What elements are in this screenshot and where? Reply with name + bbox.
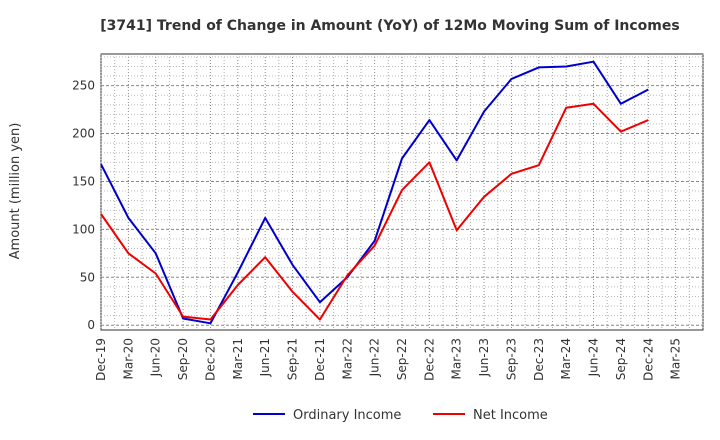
x-tick-label: Sep-24 [614, 338, 628, 380]
series-line-ordinary-income [100, 60, 649, 325]
y-tick-label: 250 [72, 79, 95, 93]
x-tick-label: Jun-22 [368, 338, 382, 377]
x-tick-label: Dec-24 [641, 338, 655, 381]
x-tick-label: Jun-21 [258, 338, 272, 377]
x-tick-label: Dec-23 [532, 338, 546, 381]
y-tick-label: 200 [72, 127, 95, 141]
legend-label: Net Income [473, 408, 548, 423]
legend-label: Ordinary Income [293, 408, 401, 423]
x-tick-label: Dec-19 [94, 338, 108, 381]
y-tick-label: 100 [72, 222, 95, 236]
x-tick-label: Jun-23 [477, 338, 491, 377]
x-tick-label: Dec-20 [203, 338, 217, 381]
x-tick-label: Sep-22 [395, 338, 409, 380]
x-tick-label: Jun-24 [587, 338, 601, 377]
x-tick-label: Mar-21 [231, 338, 245, 379]
x-tick-label: Mar-22 [340, 338, 354, 379]
x-tick-label: Mar-20 [121, 338, 135, 379]
x-tick-label: Sep-21 [286, 338, 300, 380]
plot-area: 0 50 100 150 200 250 Dec-19 Mar-20 Jun-20 Sep-20 D… [72, 53, 704, 381]
x-tick-label: Dec-21 [313, 338, 327, 381]
legend: Ordinary Income Net Income [253, 408, 548, 423]
x-tick-label: Mar-25 [669, 338, 683, 379]
x-tick-label: Mar-24 [559, 338, 573, 379]
series-line-net-income [100, 102, 649, 321]
x-tick-label: Mar-23 [450, 338, 464, 379]
x-tick-label: Sep-20 [176, 338, 190, 380]
x-tick-label: Dec-22 [422, 338, 436, 381]
x-tick-label: Jun-20 [149, 338, 163, 377]
x-tick-label: Sep-23 [504, 338, 518, 380]
y-tick-label: 50 [80, 270, 95, 284]
y-tick-label: 150 [72, 174, 95, 188]
chart-title: [3741] Trend of Change in Amount (YoY) o… [100, 18, 679, 34]
y-axis-label: Amount (million yen) [8, 123, 23, 260]
y-tick-label: 0 [87, 318, 95, 332]
